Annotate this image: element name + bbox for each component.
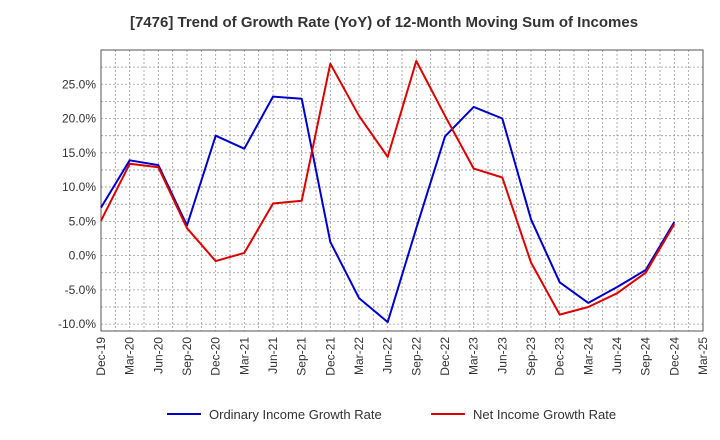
y-tick-label: 25.0% — [62, 77, 96, 91]
x-tick-label: Dec-24 — [667, 337, 681, 376]
plot-frame — [100, 49, 704, 332]
x-tick-label: Mar-21 — [237, 337, 251, 375]
legend: Ordinary Income Growth Rate Net Income Gr… — [167, 407, 616, 422]
x-tick-label: Mar-23 — [467, 337, 481, 375]
x-tick-label: Jun-23 — [495, 337, 509, 374]
y-tick-label: -5.0% — [65, 283, 97, 297]
series-line-ordinary-income — [100, 95, 676, 324]
x-tick-label: Dec-22 — [438, 337, 452, 376]
x-tick-label: Jun-22 — [381, 337, 395, 374]
x-tick-label: Dec-20 — [209, 337, 223, 376]
y-tick-label: 10.0% — [62, 180, 96, 194]
x-tick-label: Mar-24 — [581, 337, 595, 375]
x-tick-label: Mar-22 — [352, 337, 366, 375]
y-tick-label: 15.0% — [62, 146, 96, 160]
x-tick-label: Jun-21 — [266, 337, 280, 374]
grid — [101, 50, 703, 331]
y-tick-label: -10.0% — [58, 317, 96, 331]
series-line-net-income — [100, 60, 676, 316]
x-tick-label: Dec-21 — [323, 337, 337, 376]
x-axis-ticks: Dec-19 Mar-20 Jun-20 Sep-20 Dec-20 Mar-21 Jun-… — [94, 337, 710, 376]
y-tick-label: 5.0% — [69, 214, 97, 228]
y-axis-ticks: 25.0% 20.0% 15.0% 10.0% 5.0% 0.0% -5.0% -10.0% — [58, 77, 96, 331]
x-tick-label: Jun-24 — [610, 337, 624, 374]
legend-label: Net Income Growth Rate — [473, 407, 616, 422]
legend-label: Ordinary Income Growth Rate — [209, 407, 382, 422]
x-tick-label: Dec-19 — [94, 337, 108, 376]
x-tick-label: Sep-21 — [295, 337, 309, 376]
y-tick-label: 0.0% — [69, 249, 97, 263]
series-lines — [100, 60, 676, 324]
x-tick-label: Jun-20 — [151, 337, 165, 374]
x-tick-label: Mar-20 — [123, 337, 137, 375]
y-tick-label: 20.0% — [62, 112, 96, 126]
chart-title: [7476] Trend of Growth Rate (YoY) of 12-… — [130, 14, 638, 31]
x-tick-label: Sep-20 — [180, 337, 194, 376]
x-tick-label: Dec-23 — [553, 337, 567, 376]
x-tick-label: Mar-25 — [696, 337, 710, 375]
x-tick-label: Sep-22 — [409, 337, 423, 376]
x-tick-label: Sep-23 — [524, 337, 538, 376]
x-tick-label: Sep-24 — [639, 337, 653, 376]
